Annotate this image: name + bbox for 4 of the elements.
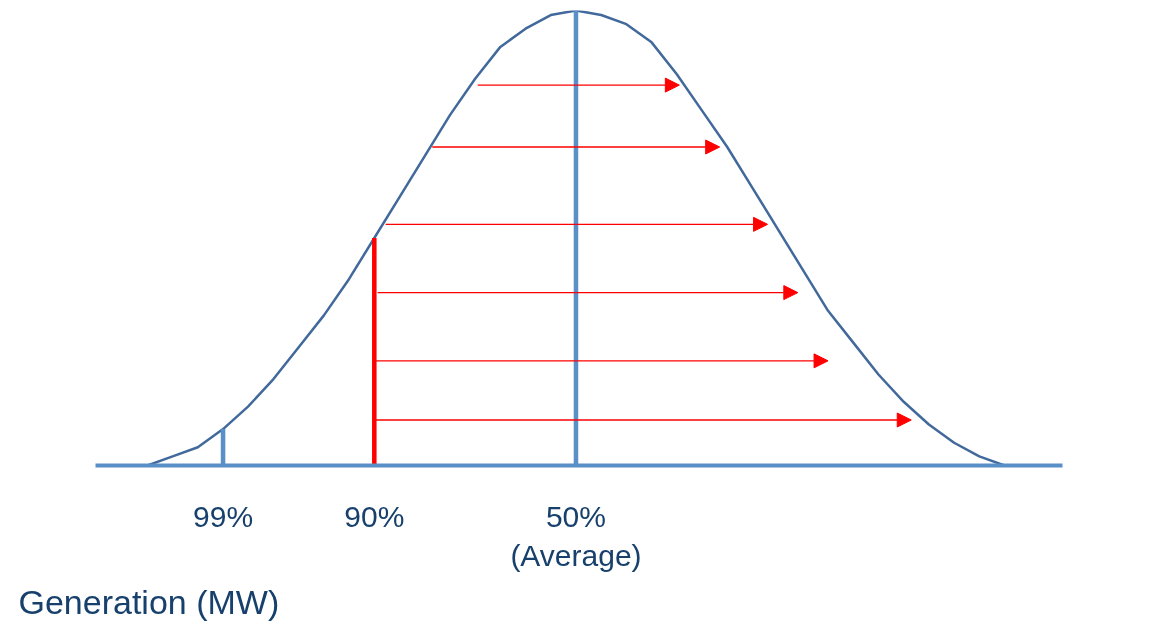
- x-axis-title: Generation (MW): [18, 582, 280, 621]
- x-tick-label: 99%: [193, 499, 254, 533]
- x-tick-label: 90%: [344, 499, 405, 533]
- x-tick-label: 50% (Average): [510, 499, 642, 573]
